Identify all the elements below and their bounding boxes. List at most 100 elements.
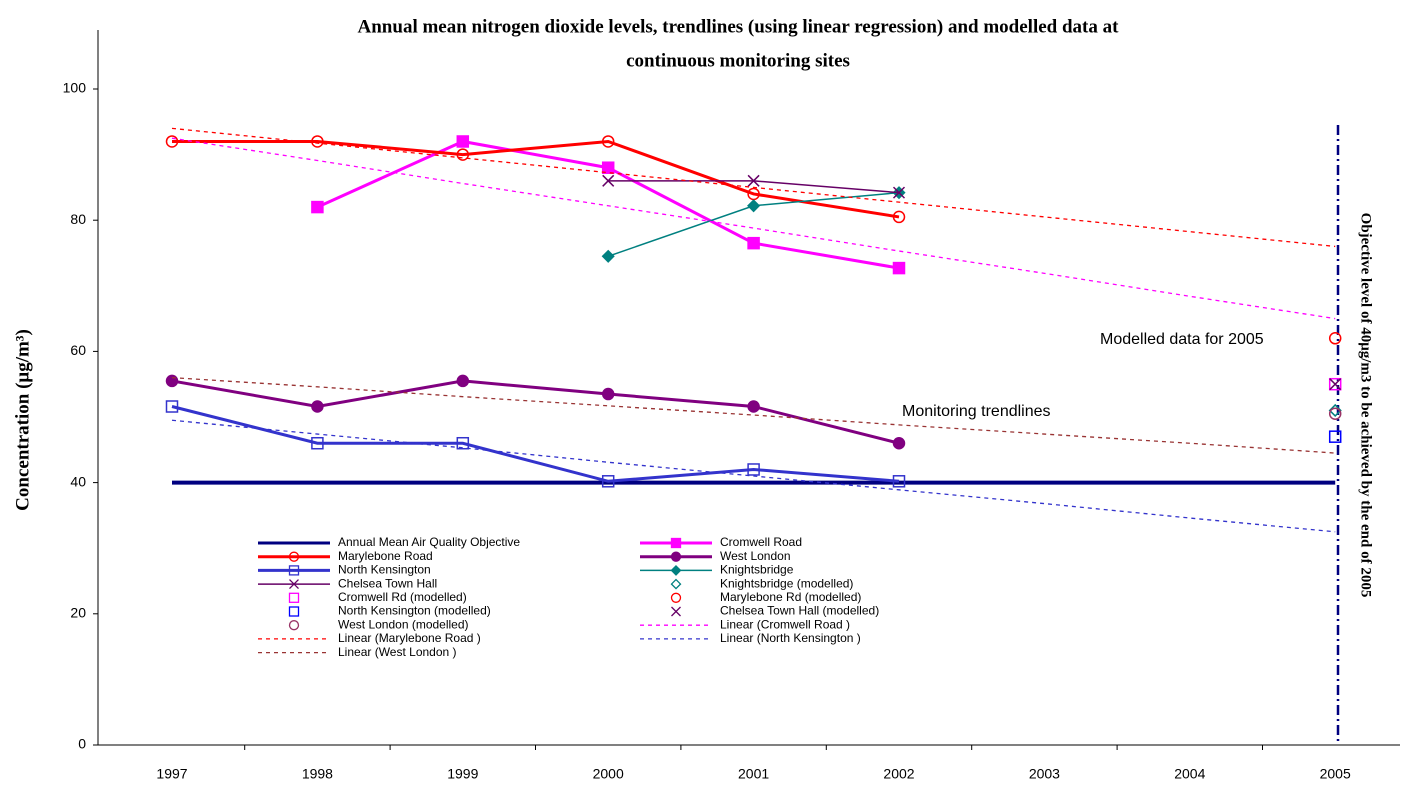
legend-marker xyxy=(288,592,300,603)
data-point xyxy=(456,374,470,388)
x-tick-label: 1998 xyxy=(302,766,333,782)
legend-label: Marylebone Road xyxy=(338,549,433,563)
legend-marker xyxy=(288,620,300,631)
series-line xyxy=(171,127,1336,248)
x-tick-label: 2000 xyxy=(593,766,624,782)
legend-label: West London (modelled) xyxy=(338,617,469,631)
legend-item: West London (modelled) xyxy=(288,617,469,631)
legend-marker xyxy=(288,606,300,617)
legend-item: Marylebone Rd (modelled) xyxy=(670,590,861,604)
legend-item: Cromwell Rd (modelled) xyxy=(288,590,467,604)
legend-item: Chelsea Town Hall xyxy=(258,576,437,590)
legend-marker xyxy=(671,606,681,617)
data-point xyxy=(311,135,324,148)
data-point xyxy=(892,186,906,199)
legend-marker xyxy=(670,537,682,549)
legend-item: Knightsbridge (modelled) xyxy=(670,576,853,590)
chart-title: Annual mean nitrogen dioxide levels, tre… xyxy=(358,16,1120,37)
data-point xyxy=(311,400,324,413)
legend-label: Knightsbridge xyxy=(720,563,794,577)
data-point xyxy=(1329,378,1342,391)
x-tick-label: 2005 xyxy=(1320,766,1351,782)
data-point xyxy=(601,475,615,488)
legend-item: North Kensington xyxy=(258,563,431,577)
data-point xyxy=(1328,332,1342,345)
plot-area xyxy=(165,127,1342,533)
legend-item: Chelsea Town Hall (modelled) xyxy=(671,604,879,618)
data-point xyxy=(892,210,906,224)
data-point xyxy=(601,135,615,148)
x-tick-label: 2002 xyxy=(883,766,914,782)
series-line xyxy=(171,419,1336,533)
data-point xyxy=(311,436,324,450)
data-point xyxy=(311,200,324,214)
legend-label: Linear (West London ) xyxy=(338,645,457,659)
legend-label: Cromwell Road xyxy=(720,535,802,549)
y-tick-label: 20 xyxy=(70,605,86,621)
data-point xyxy=(747,199,761,213)
x-tick-label: 2001 xyxy=(738,766,769,782)
y-tick-label: 80 xyxy=(70,211,86,227)
data-point xyxy=(456,436,470,450)
data-point xyxy=(747,463,760,476)
legend-label: Chelsea Town Hall (modelled) xyxy=(720,604,879,618)
legend-label: Marylebone Rd (modelled) xyxy=(720,590,861,604)
legend-label: Annual Mean Air Quality Objective xyxy=(338,535,520,549)
legend-item: Linear (Marylebone Road ) xyxy=(258,631,481,645)
series-line xyxy=(171,376,1336,454)
legend-marker xyxy=(670,592,682,603)
series-line xyxy=(171,379,900,445)
legend-label: Linear (Cromwell Road ) xyxy=(720,617,850,631)
data-point xyxy=(747,400,760,413)
chart-title: continuous monitoring sites xyxy=(626,50,850,71)
legend-marker xyxy=(288,565,300,576)
data-point xyxy=(601,387,615,401)
data-point xyxy=(601,161,615,174)
series-line xyxy=(172,139,900,219)
legend-label: Linear (Marylebone Road ) xyxy=(338,631,481,645)
data-point xyxy=(165,400,179,413)
data-point xyxy=(747,236,760,250)
legend-marker xyxy=(670,564,682,576)
y-tick-label: 40 xyxy=(70,473,86,489)
legend-marker xyxy=(670,578,682,590)
data-point xyxy=(456,148,470,161)
annotation: Objective level of 40μg/m3 to be achieve… xyxy=(1358,213,1374,598)
data-point xyxy=(165,374,179,388)
legend-item: Annual Mean Air Quality Objective xyxy=(258,535,520,549)
data-point xyxy=(892,475,906,488)
legend-item: Linear (West London ) xyxy=(258,645,457,659)
legend-item: Knightsbridge xyxy=(640,563,794,577)
data-point xyxy=(456,135,470,148)
legend-label: North Kensington (modelled) xyxy=(338,604,491,618)
data-point xyxy=(1328,403,1342,418)
legend-item: Cromwell Road xyxy=(640,535,802,549)
data-point xyxy=(1328,407,1342,420)
legend-item: Linear (North Kensington ) xyxy=(640,631,861,645)
legend-label: North Kensington xyxy=(338,563,431,577)
x-tick-label: 1997 xyxy=(156,766,187,782)
data-point xyxy=(601,249,615,263)
legend-item: Marylebone Road xyxy=(258,549,433,563)
y-tick-label: 0 xyxy=(78,736,86,752)
legend-marker xyxy=(288,551,300,562)
y-tick-label: 100 xyxy=(63,80,87,96)
x-tick-label: 2003 xyxy=(1029,766,1060,782)
y-tick-label: 60 xyxy=(70,342,86,358)
data-point xyxy=(892,436,906,450)
legend-marker xyxy=(289,579,299,590)
y-axis-label: Concentration (μg/m³) xyxy=(12,329,33,511)
annotation: Modelled data for 2005 xyxy=(1100,331,1264,348)
legend-marker xyxy=(670,551,682,562)
legend-label: Chelsea Town Hall xyxy=(338,576,437,590)
legend-label: West London xyxy=(720,549,791,563)
data-point xyxy=(165,135,179,148)
legend-item: North Kensington (modelled) xyxy=(288,604,491,618)
data-point xyxy=(602,174,615,187)
legend-label: Cromwell Rd (modelled) xyxy=(338,590,467,604)
x-tick-label: 2004 xyxy=(1174,766,1205,782)
legend-label: Knightsbridge (modelled) xyxy=(720,576,853,590)
series-line xyxy=(316,139,900,270)
data-point xyxy=(892,261,906,275)
